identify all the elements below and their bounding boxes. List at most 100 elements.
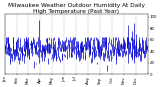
Point — [27, 52, 30, 54]
Point — [112, 49, 114, 50]
Point — [124, 54, 127, 55]
Point — [108, 43, 110, 44]
Point — [126, 48, 128, 49]
Point — [54, 51, 56, 52]
Point — [107, 57, 110, 59]
Point — [113, 59, 115, 60]
Point — [70, 58, 73, 59]
Point — [16, 56, 19, 57]
Point — [127, 49, 129, 51]
Point — [57, 53, 59, 55]
Point — [70, 61, 72, 62]
Point — [5, 52, 8, 53]
Point — [50, 60, 53, 61]
Point — [118, 55, 120, 57]
Point — [24, 64, 26, 66]
Point — [122, 52, 124, 54]
Point — [102, 52, 104, 54]
Point — [59, 61, 61, 62]
Point — [25, 51, 27, 53]
Point — [79, 54, 81, 56]
Point — [136, 58, 138, 60]
Point — [119, 52, 122, 54]
Point — [56, 43, 58, 44]
Point — [54, 59, 56, 60]
Point — [65, 58, 68, 59]
Point — [112, 51, 114, 52]
Point — [34, 59, 36, 60]
Point — [83, 70, 85, 72]
Point — [91, 45, 93, 47]
Point — [86, 64, 88, 66]
Point — [18, 56, 20, 57]
Point — [120, 51, 123, 52]
Point — [130, 59, 133, 60]
Point — [35, 58, 38, 60]
Point — [49, 53, 52, 55]
Point — [72, 65, 75, 66]
Point — [65, 51, 68, 53]
Point — [63, 59, 65, 60]
Point — [62, 38, 65, 39]
Point — [104, 49, 107, 51]
Point — [93, 51, 96, 52]
Point — [85, 59, 88, 61]
Point — [115, 54, 118, 55]
Point — [25, 50, 28, 51]
Point — [83, 65, 85, 67]
Point — [121, 67, 124, 68]
Point — [73, 51, 76, 52]
Point — [141, 58, 143, 59]
Point — [22, 56, 25, 57]
Point — [134, 58, 137, 59]
Point — [117, 52, 120, 53]
Point — [87, 42, 90, 44]
Point — [52, 59, 55, 61]
Point — [60, 56, 62, 57]
Point — [99, 68, 102, 70]
Point — [10, 54, 12, 55]
Point — [36, 54, 39, 55]
Point — [145, 56, 147, 57]
Point — [94, 46, 96, 48]
Point — [45, 62, 48, 64]
Point — [143, 48, 145, 50]
Point — [58, 56, 61, 58]
Point — [146, 55, 148, 56]
Point — [101, 50, 104, 51]
Point — [106, 69, 108, 71]
Point — [89, 54, 92, 55]
Point — [93, 51, 95, 53]
Point — [138, 64, 140, 66]
Point — [10, 60, 13, 62]
Point — [5, 48, 8, 50]
Point — [16, 38, 19, 39]
Point — [91, 56, 94, 57]
Point — [143, 54, 146, 55]
Point — [74, 57, 76, 59]
Point — [145, 50, 148, 52]
Point — [86, 49, 89, 51]
Point — [66, 48, 68, 49]
Point — [84, 50, 87, 52]
Point — [52, 45, 55, 47]
Point — [142, 41, 144, 42]
Point — [72, 54, 74, 55]
Point — [127, 51, 130, 52]
Point — [55, 45, 58, 46]
Point — [104, 45, 106, 46]
Point — [8, 64, 10, 66]
Point — [9, 52, 12, 53]
Point — [139, 59, 141, 60]
Point — [37, 53, 40, 55]
Point — [11, 62, 14, 63]
Point — [128, 45, 131, 46]
Point — [20, 51, 23, 52]
Point — [144, 57, 147, 58]
Point — [99, 60, 101, 61]
Point — [141, 58, 144, 59]
Point — [146, 50, 148, 52]
Point — [82, 59, 84, 60]
Point — [66, 50, 69, 51]
Point — [120, 62, 123, 64]
